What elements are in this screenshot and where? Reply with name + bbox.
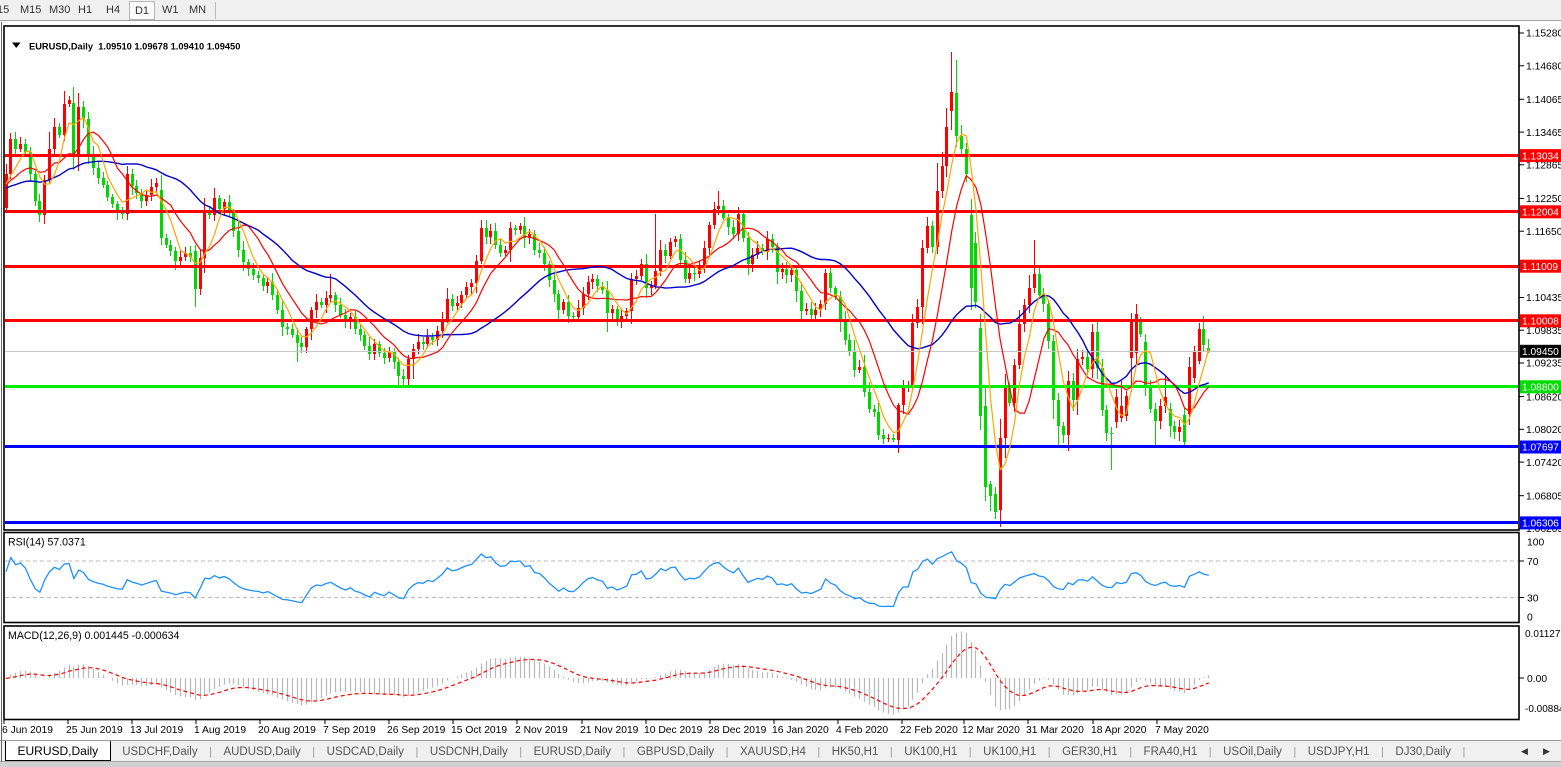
svg-text:22 Feb 2020: 22 Feb 2020: [900, 725, 958, 736]
svg-text:28 Dec 2019: 28 Dec 2019: [708, 725, 767, 736]
svg-text:26 Sep 2019: 26 Sep 2019: [387, 725, 446, 736]
svg-text:1.06306: 1.06306: [1522, 519, 1559, 530]
svg-text:7 May 2020: 7 May 2020: [1155, 725, 1209, 736]
svg-text:1.08620: 1.08620: [1526, 392, 1561, 403]
svg-text:15 Oct 2019: 15 Oct 2019: [451, 725, 507, 736]
svg-text:0.011277: 0.011277: [1525, 629, 1561, 640]
svg-text:EURUSD,Daily 1.09510 1.09678: EURUSD,Daily 1.09510 1.09678 1.09410 1.0…: [29, 42, 240, 52]
svg-text:1.09450: 1.09450: [1522, 347, 1559, 358]
svg-text:1.13465: 1.13465: [1526, 128, 1561, 139]
svg-text:1.08800: 1.08800: [1522, 383, 1559, 394]
svg-text:1.06205: 1.06205: [1526, 524, 1561, 535]
svg-text:1.09835: 1.09835: [1526, 326, 1561, 337]
svg-text:70: 70: [1527, 557, 1539, 568]
svg-text:1.11650: 1.11650: [1526, 227, 1561, 238]
svg-text:1.12865: 1.12865: [1526, 161, 1561, 172]
svg-text:12 Mar 2020: 12 Mar 2020: [962, 725, 1020, 736]
svg-text:13 Jul 2019: 13 Jul 2019: [130, 725, 184, 736]
svg-text:20 Aug 2019: 20 Aug 2019: [258, 725, 316, 736]
svg-text:0: 0: [1527, 612, 1533, 623]
svg-text:1.09235: 1.09235: [1526, 359, 1561, 370]
svg-text:1.06805: 1.06805: [1526, 491, 1561, 502]
svg-text:RSI(14) 57.0371: RSI(14) 57.0371: [8, 537, 86, 549]
svg-text:16 Jan 2020: 16 Jan 2020: [772, 725, 829, 736]
svg-text:10 Dec 2019: 10 Dec 2019: [644, 725, 703, 736]
svg-text:31 Mar 2020: 31 Mar 2020: [1026, 725, 1084, 736]
svg-text:1 Aug 2019: 1 Aug 2019: [194, 725, 246, 736]
svg-text:1.12250: 1.12250: [1526, 194, 1561, 205]
svg-text:1.13034: 1.13034: [1522, 151, 1559, 162]
svg-text:1.10008: 1.10008: [1522, 317, 1559, 328]
svg-text:4 Feb 2020: 4 Feb 2020: [836, 725, 888, 736]
svg-text:100: 100: [1527, 538, 1544, 549]
svg-text:1.15280: 1.15280: [1526, 29, 1561, 40]
svg-text:1.10435: 1.10435: [1526, 293, 1561, 304]
svg-text:25 Jun 2019: 25 Jun 2019: [66, 725, 123, 736]
svg-text:7 Sep 2019: 7 Sep 2019: [323, 725, 376, 736]
svg-text:2 Nov 2019: 2 Nov 2019: [515, 725, 568, 736]
svg-text:0.00: 0.00: [1527, 674, 1547, 685]
svg-text:18 Apr 2020: 18 Apr 2020: [1091, 725, 1147, 736]
svg-text:6 Jun 2019: 6 Jun 2019: [2, 725, 53, 736]
svg-text:1.08020: 1.08020: [1526, 425, 1561, 436]
svg-text:30: 30: [1527, 593, 1539, 604]
svg-text:-0.008845: -0.008845: [1525, 704, 1561, 715]
svg-text:MACD(12,26,9) 0.001445 -0.0006: MACD(12,26,9) 0.001445 -0.000634: [8, 630, 179, 642]
svg-text:1.07420: 1.07420: [1526, 458, 1561, 469]
svg-text:21 Nov 2019: 21 Nov 2019: [580, 725, 639, 736]
svg-text:1.12004: 1.12004: [1522, 208, 1559, 219]
svg-text:1.11009: 1.11009: [1522, 262, 1558, 273]
svg-text:1.14680: 1.14680: [1526, 62, 1561, 73]
svg-text:1.07697: 1.07697: [1522, 443, 1559, 454]
svg-text:1.14065: 1.14065: [1526, 95, 1561, 106]
